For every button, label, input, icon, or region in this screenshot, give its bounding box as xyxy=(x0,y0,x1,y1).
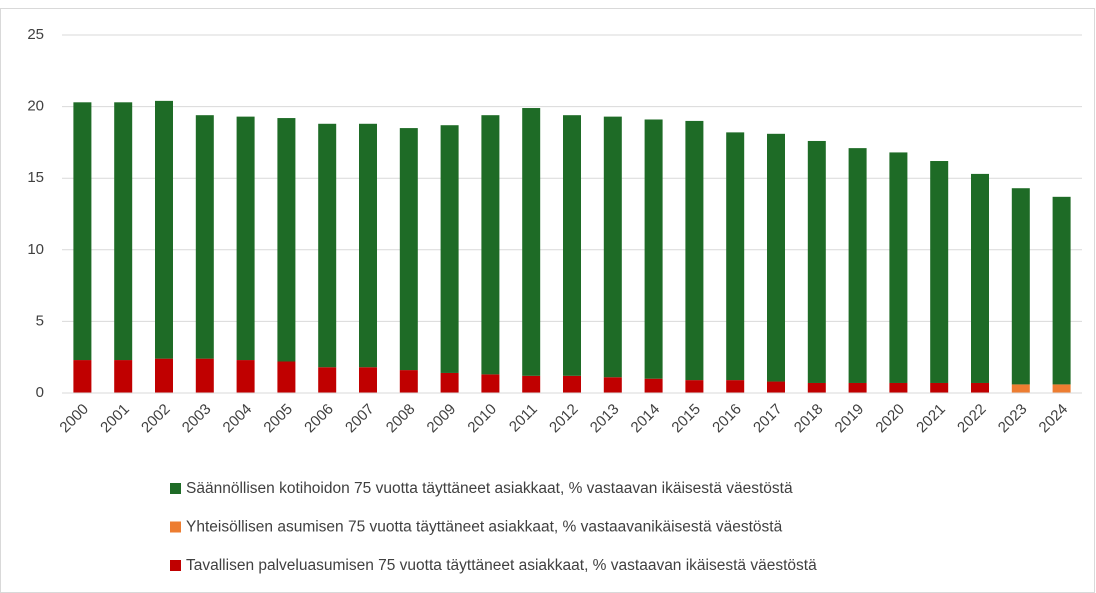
legend-swatch xyxy=(170,483,181,494)
legend-label: Yhteisöllisen asumisen 75 vuotta täyttän… xyxy=(186,519,783,536)
legend-label: Säännöllisen kotihoidon 75 vuotta täyttä… xyxy=(186,480,793,497)
bar-segment xyxy=(726,380,745,393)
bar-segment xyxy=(73,360,92,393)
y-tick-label: 0 xyxy=(36,384,44,401)
bar-segment xyxy=(807,140,826,383)
bar-segment xyxy=(359,123,377,368)
legend-swatch xyxy=(170,560,181,571)
bar-segment xyxy=(114,102,133,361)
bar-segment xyxy=(481,374,500,393)
bar-segment xyxy=(563,375,581,393)
y-tick-label: 25 xyxy=(27,26,44,43)
legend: Säännöllisen kotihoidon 75 vuotta täyttä… xyxy=(170,480,817,574)
bar-segment xyxy=(889,152,908,383)
bar-segment xyxy=(563,115,581,376)
bar-segment xyxy=(481,115,500,375)
bar-segment xyxy=(1011,188,1030,385)
bar-segment xyxy=(522,375,541,393)
bar-segment xyxy=(685,380,704,393)
bar-segment xyxy=(971,382,989,393)
y-tick-label: 10 xyxy=(27,241,44,258)
legend-label: Tavallisen palveluasumisen 75 vuotta täy… xyxy=(186,557,817,574)
bar-segment xyxy=(277,361,296,393)
chart-border xyxy=(0,8,1095,593)
bar-segment xyxy=(685,120,704,381)
bar-segment xyxy=(318,367,337,393)
bar-segment xyxy=(644,119,663,379)
bar-segment xyxy=(848,382,867,393)
bar-segment xyxy=(277,118,296,362)
y-tick-label: 5 xyxy=(36,312,44,329)
bar-segment xyxy=(522,108,541,376)
bar-segment xyxy=(644,378,663,393)
bar-segment xyxy=(767,381,785,393)
y-tick-label: 20 xyxy=(27,98,44,115)
bar-segment xyxy=(195,115,214,359)
bar-segment xyxy=(440,125,459,373)
bar-segment xyxy=(930,161,949,383)
bar-segment xyxy=(807,382,826,393)
y-tick-label: 15 xyxy=(27,169,44,186)
bar-segment xyxy=(73,102,92,361)
bar-segment xyxy=(399,370,418,393)
bar-segment xyxy=(155,358,173,393)
bar-segment xyxy=(236,116,255,361)
bar-segment xyxy=(971,173,989,383)
bar-segment xyxy=(440,372,459,393)
bar-segment xyxy=(399,128,418,371)
bar-segment xyxy=(359,367,377,393)
bar-segment xyxy=(603,377,622,393)
bar-segment xyxy=(848,148,867,383)
bar-segment xyxy=(603,116,622,378)
bar-segment xyxy=(726,132,745,381)
bar-segment xyxy=(1052,196,1071,385)
bar-segment xyxy=(236,360,255,393)
bar-segment xyxy=(195,358,214,393)
bar-segment xyxy=(318,123,337,368)
bar-segment xyxy=(114,360,133,393)
bar-segment xyxy=(1052,384,1071,393)
bar-segment xyxy=(155,100,173,359)
bar-segment xyxy=(930,382,949,393)
bar-segment xyxy=(889,382,908,393)
bar-segment xyxy=(1011,384,1030,393)
bar-segment xyxy=(767,133,785,382)
legend-swatch xyxy=(170,521,181,533)
